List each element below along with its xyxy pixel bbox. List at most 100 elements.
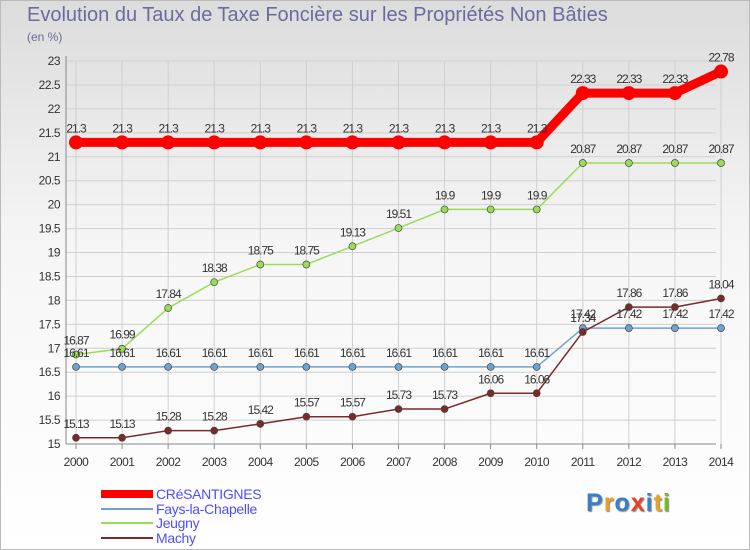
data-point (440, 205, 449, 214)
x-tick-label: 2009 (478, 455, 504, 469)
data-point (118, 363, 126, 371)
x-tick-label: 2000 (64, 455, 90, 469)
data-point (578, 159, 587, 167)
x-tick-label: 2001 (110, 455, 136, 469)
y-tick-label: 19 (48, 246, 61, 260)
data-label: 16.61 (248, 346, 274, 360)
data-label: 16.61 (110, 346, 136, 360)
data-point (486, 363, 495, 371)
y-tick-label: 23 (48, 54, 61, 68)
data-point (345, 135, 360, 150)
legend-label: Machy (156, 529, 196, 546)
data-label: 15.57 (340, 396, 366, 410)
data-point (164, 304, 172, 312)
data-label: 19.9 (435, 188, 456, 202)
data-point (72, 350, 80, 359)
data-point (69, 135, 83, 150)
data-label: 20.87 (708, 142, 734, 156)
logo-letter: x (630, 489, 646, 517)
y-tick-label: 16.5 (39, 365, 61, 379)
logo-letter: P (586, 489, 604, 517)
x-tick-label: 2013 (663, 455, 689, 469)
data-label: 16.87 (63, 333, 89, 347)
legend-swatch (101, 507, 153, 510)
x-tick-label: 2004 (248, 455, 274, 469)
data-label: 15.13 (63, 417, 89, 431)
data-point (256, 260, 265, 269)
data-label: 21.3 (389, 121, 410, 135)
data-label: 15.73 (432, 388, 458, 402)
x-tick-label: 2011 (571, 455, 596, 469)
data-point (440, 405, 449, 413)
data-label: 18.75 (294, 243, 320, 257)
data-label: 20.87 (616, 142, 642, 156)
logo-letter: t (653, 489, 663, 517)
y-tick-label: 19.5 (39, 222, 61, 236)
y-tick-label: 17.5 (39, 317, 61, 331)
data-label: 20.87 (662, 142, 688, 156)
unit-label: (en %) (27, 30, 63, 44)
data-label: 21.3 (297, 121, 318, 135)
data-label: 21.3 (205, 121, 226, 135)
y-tick-label: 22.5 (39, 78, 61, 92)
data-point (115, 135, 130, 150)
data-label: 17.86 (616, 286, 642, 300)
data-point (210, 363, 219, 371)
data-point (483, 135, 498, 150)
data-point (532, 389, 541, 398)
data-label: 21.3 (158, 121, 179, 135)
x-tick-label: 2008 (432, 455, 458, 469)
data-label: 21.3 (435, 121, 456, 135)
data-label: 17.34 (570, 311, 596, 325)
data-point (671, 303, 679, 311)
legend-swatch (101, 490, 153, 498)
data-label: 17.86 (662, 286, 688, 300)
logo-letter: o (614, 489, 631, 517)
legend-swatch (101, 536, 153, 539)
data-label: 18.38 (202, 261, 228, 275)
data-point (717, 324, 725, 332)
legend-label: Fays-la-Chapelle (156, 500, 258, 517)
data-label: 22.33 (570, 72, 596, 86)
data-label: 16.61 (524, 346, 550, 360)
data-label: 21.3 (112, 121, 133, 135)
data-point (348, 412, 357, 421)
x-tick-label: 2002 (156, 455, 182, 469)
data-point (532, 205, 541, 214)
data-label: 15.28 (156, 410, 182, 424)
data-point (210, 426, 219, 435)
data-label: 20.87 (570, 142, 596, 156)
y-tick-label: 22 (48, 102, 61, 116)
data-point (394, 405, 403, 413)
data-point (348, 363, 357, 371)
data-label: 16.61 (294, 346, 320, 360)
x-tick-label: 2005 (294, 455, 320, 469)
data-label: 21.3 (527, 121, 548, 135)
data-label: 16.61 (63, 346, 89, 360)
data-label: 16.06 (478, 372, 504, 386)
data-label: 15.28 (202, 410, 228, 424)
data-point (302, 260, 311, 269)
y-tick-label: 15 (48, 437, 61, 451)
y-tick-label: 17 (48, 341, 61, 355)
y-tick-label: 18 (48, 293, 61, 307)
x-tick-label: 2007 (386, 455, 412, 469)
data-point (625, 303, 633, 311)
data-label: 15.57 (294, 396, 320, 410)
data-label: 17.42 (662, 307, 688, 321)
x-tick-label: 2014 (709, 455, 735, 469)
proxiti-logo: Proxiti (586, 489, 671, 518)
data-point (714, 64, 728, 79)
data-label: 17.42 (616, 307, 642, 321)
data-point (437, 135, 452, 150)
data-label: 15.42 (248, 403, 274, 417)
x-tick-label: 2012 (617, 455, 643, 469)
data-point (486, 389, 495, 398)
data-point (72, 433, 80, 442)
data-label: 16.61 (432, 346, 458, 360)
data-point (164, 363, 172, 371)
x-tick-label: 2003 (202, 455, 228, 469)
data-label: 16.61 (478, 346, 504, 360)
